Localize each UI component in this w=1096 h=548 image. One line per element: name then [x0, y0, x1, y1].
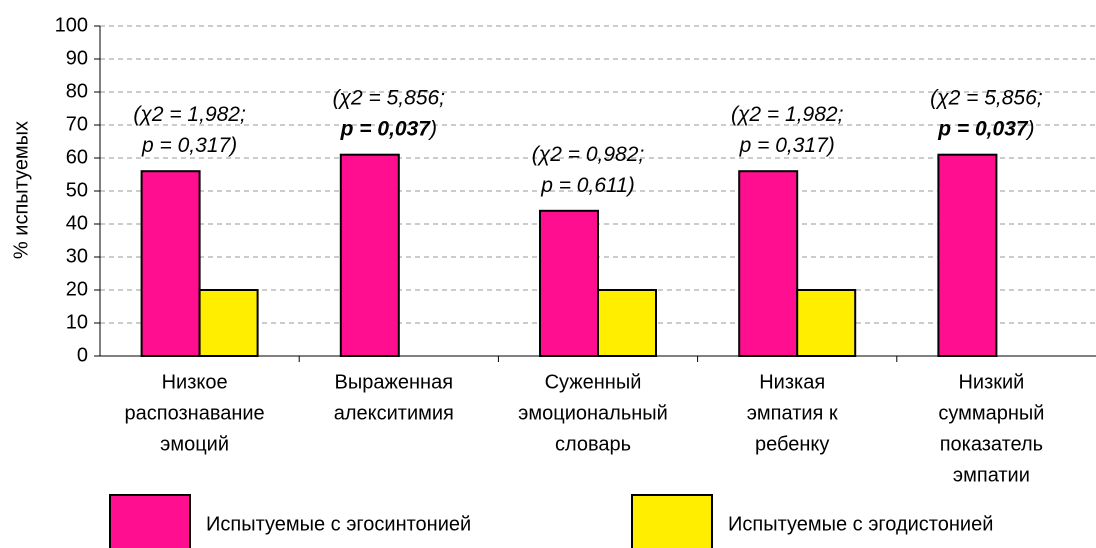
- bar: [539, 209, 599, 357]
- x-tick-label: Низкое: [162, 371, 228, 393]
- legend-swatch: [109, 494, 191, 548]
- x-tick-label: словарь: [555, 433, 631, 455]
- y-tick-label: 90: [66, 47, 88, 69]
- bar: [597, 289, 657, 357]
- x-tick-label: эмоциональный: [518, 402, 668, 424]
- annotation: (χ2 = 1,982;: [731, 103, 844, 126]
- x-tick-label: Низкая: [759, 371, 825, 393]
- y-axis-label: % испытуемых: [10, 121, 32, 259]
- y-tick-label: 60: [66, 146, 88, 168]
- annotation: p = 0,037): [937, 117, 1034, 140]
- x-tick-label: Выраженная: [335, 371, 454, 393]
- annotation: (χ2 = 0,982;: [532, 142, 645, 165]
- bar: [937, 153, 998, 357]
- x-tick-label: суммарный: [938, 402, 1044, 424]
- y-tick-label: 70: [66, 113, 88, 135]
- bar: [198, 289, 259, 357]
- annotation-part: p = 0,611): [540, 173, 635, 196]
- x-tick-label: Суженный: [545, 371, 642, 393]
- y-tick-label: 40: [66, 212, 88, 234]
- annotation-part: (χ2 = 0,982;: [532, 142, 645, 165]
- annotation-part: p = 0,317): [141, 134, 237, 157]
- y-tick-label: 80: [66, 80, 88, 102]
- x-tick-label: эмоций: [160, 433, 229, 455]
- annotation: p = 0,037): [340, 117, 437, 140]
- x-tick-label: распознавание: [125, 402, 265, 424]
- annotation-part: (χ2 = 5,856;: [333, 86, 446, 109]
- y-tick-label: 100: [55, 14, 88, 36]
- annotation-part: p = 0,037: [937, 117, 1029, 140]
- x-tick-label: ребенку: [755, 433, 829, 455]
- annotation-part: ): [427, 117, 437, 140]
- bar: [140, 170, 201, 357]
- annotation: (χ2 = 5,856;: [930, 86, 1043, 109]
- x-tick-label: эмпатия к: [747, 402, 838, 424]
- x-tick-label: Низкий: [958, 371, 1024, 393]
- x-tick-label: показатель: [940, 433, 1043, 455]
- bar: [796, 289, 857, 357]
- x-tick-label: эмпатии: [953, 464, 1030, 486]
- annotation-part: (χ2 = 1,982;: [133, 103, 246, 126]
- annotation-part: p = 0,037: [340, 117, 432, 140]
- annotation-part: (χ2 = 1,982;: [731, 103, 844, 126]
- annotation-part: (χ2 = 5,856;: [930, 86, 1043, 109]
- annotation: p = 0,611): [540, 173, 635, 196]
- y-tick-label: 10: [66, 311, 88, 333]
- annotation-part: ): [1025, 117, 1035, 140]
- y-tick-label: 20: [66, 278, 88, 300]
- bar: [339, 153, 400, 357]
- x-tick-label: алекситимия: [334, 402, 454, 424]
- annotation: p = 0,317): [739, 134, 835, 157]
- legend-label: Испытуемые с эгодистонией: [728, 513, 993, 535]
- bar: [738, 170, 799, 357]
- annotation: (χ2 = 5,856;: [333, 86, 446, 109]
- legend-swatch: [631, 494, 713, 548]
- annotation: (χ2 = 1,982;: [133, 103, 246, 126]
- y-tick-label: 0: [77, 344, 88, 366]
- y-tick-label: 30: [66, 245, 88, 267]
- y-tick-label: 50: [66, 179, 88, 201]
- legend-label: Испытуемые с эгосинтонией: [206, 513, 471, 535]
- annotation: p = 0,317): [141, 134, 237, 157]
- annotation-part: p = 0,317): [739, 134, 835, 157]
